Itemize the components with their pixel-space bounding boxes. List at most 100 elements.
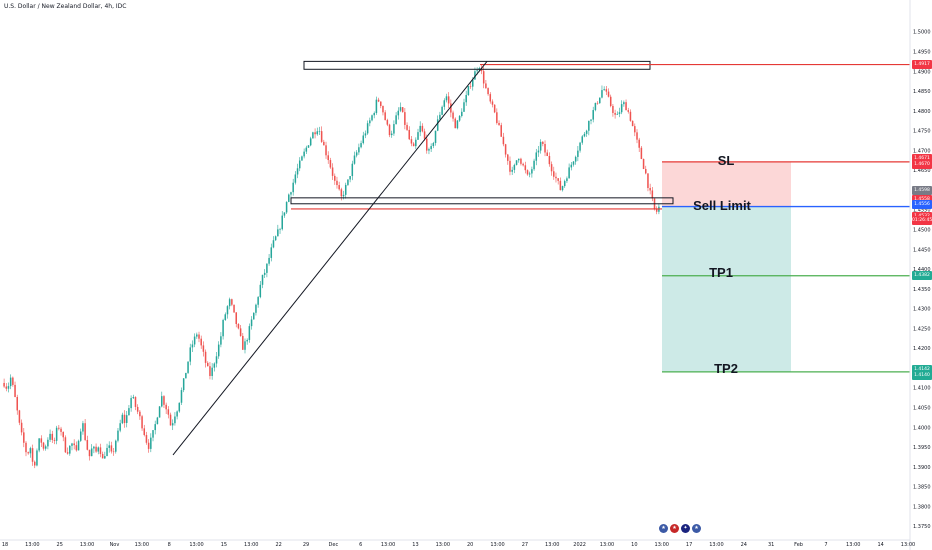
us-flag-icon[interactable]: ★ [692, 524, 701, 533]
candle-body [546, 152, 548, 157]
time-tick-label: Nov [110, 542, 120, 548]
candle-body [419, 125, 421, 133]
candle-body [88, 449, 91, 457]
candle-body [436, 119, 439, 131]
time-tick-label: Dec [329, 542, 339, 548]
price-tick-label: 1.4500 [913, 227, 931, 233]
candle-body [601, 90, 603, 98]
resistance-box [303, 60, 651, 70]
candle-body [627, 110, 630, 112]
time-tick-label: 20 [467, 542, 473, 548]
candle-body [450, 103, 452, 113]
candle-body [226, 306, 229, 315]
candle-body [314, 132, 316, 135]
candle-body [12, 377, 14, 385]
time-tick-label: 13:00 [901, 542, 915, 548]
candle-body [380, 101, 382, 106]
candle-body [535, 152, 538, 161]
candle-body [336, 180, 338, 186]
candle-body [163, 396, 165, 405]
drawings [172, 60, 910, 456]
candle-body [187, 361, 189, 373]
candle-body [161, 396, 163, 407]
candle-body [548, 156, 551, 165]
candle-body [320, 131, 323, 142]
candle-body [128, 408, 130, 416]
candle-body [399, 107, 402, 111]
candle-body [261, 274, 264, 285]
candle-body [452, 112, 454, 119]
candle-body [410, 139, 413, 144]
price-tag: 1.4598 [912, 186, 932, 196]
candle-body [342, 194, 345, 197]
candle-body [136, 406, 139, 412]
candle-body [642, 158, 645, 169]
candle-body [592, 110, 594, 120]
candle-body [5, 386, 8, 389]
candle-body [252, 312, 255, 320]
candle-body [281, 215, 283, 230]
candle-body [574, 156, 577, 162]
candle-body [193, 336, 196, 345]
candle-body [290, 192, 292, 195]
candle-body [202, 345, 205, 352]
time-tick-label: 22 [275, 542, 281, 548]
candle-body [445, 96, 448, 101]
time-tick-label: 25 [57, 542, 63, 548]
candle-body [634, 126, 636, 133]
candle-body [329, 160, 332, 168]
candle-body [237, 324, 240, 329]
time-tick-label: 13:00 [80, 542, 94, 548]
us-flag-icon[interactable]: ★ [670, 524, 679, 533]
candle-body [493, 104, 496, 113]
candle-body [507, 154, 509, 161]
price-tick-label: 1.3950 [913, 445, 931, 451]
nz-flag-icon[interactable]: ✦ [681, 524, 690, 533]
candle-body [93, 446, 95, 449]
candle-body [224, 314, 227, 320]
time-tick-label: 13:00 [25, 542, 39, 548]
candle-body [73, 443, 75, 446]
candle-body [55, 427, 58, 441]
candle-body [647, 173, 649, 188]
candle-body [366, 123, 369, 134]
candle-body [167, 409, 170, 415]
time-tick-label: 29 [303, 542, 309, 548]
candle-body [599, 97, 601, 104]
candle-body [585, 130, 588, 134]
us-flag-icon[interactable]: ★ [659, 524, 668, 533]
candle-body [338, 185, 340, 190]
price-tag: 1.4140 [912, 370, 932, 380]
candle-body [215, 356, 218, 364]
candle-body [623, 102, 625, 105]
candle-body [104, 456, 106, 459]
candle-body [467, 86, 470, 96]
price-tick-label: 1.4200 [913, 346, 931, 352]
candle-body [566, 178, 568, 182]
candle-body [465, 95, 467, 103]
candle-body [594, 102, 597, 111]
candle-body [377, 99, 380, 102]
candle-body [471, 79, 474, 87]
candle-body [511, 169, 513, 172]
price-tag: 1.4382 [912, 271, 932, 281]
candle-body [307, 145, 310, 148]
candle-body [191, 344, 194, 348]
candle-body [605, 89, 608, 92]
candle-body [217, 344, 220, 357]
candle-body [544, 143, 546, 153]
candle-body [266, 263, 268, 273]
candle-body [390, 133, 393, 136]
time-axis: 18 13:00 25 13:00 Nov 13:00 8 13:00 15 13:00 22 29 D… [0, 539, 915, 548]
take-profit-zone [662, 206, 791, 372]
candle-body [178, 402, 181, 412]
candle-body [651, 190, 654, 199]
candle-body [485, 83, 487, 89]
candle-body [430, 146, 432, 150]
candle-body [340, 189, 343, 197]
candle-body [248, 326, 251, 340]
price-tick-label: 1.4400 [913, 267, 931, 273]
candle-body [69, 445, 71, 454]
